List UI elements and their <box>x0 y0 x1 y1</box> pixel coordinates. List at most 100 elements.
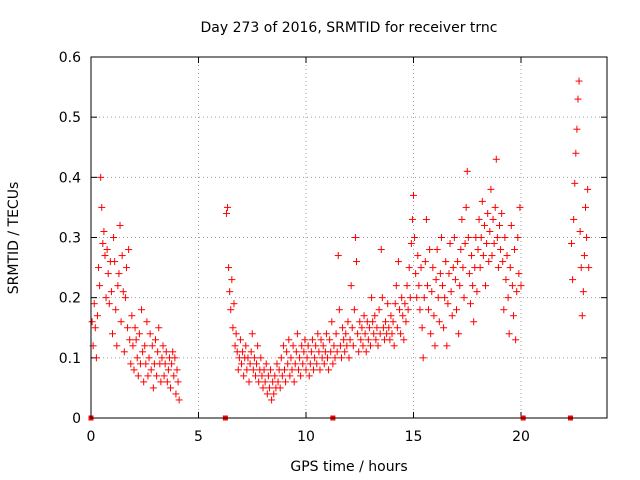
data-point <box>308 336 316 344</box>
data-point <box>337 354 345 362</box>
data-point <box>459 264 467 272</box>
data-point <box>248 330 256 338</box>
data-point <box>169 348 177 356</box>
data-point <box>500 306 508 314</box>
data-point <box>376 330 384 338</box>
data-point <box>236 336 244 344</box>
data-point <box>292 348 300 356</box>
data-point <box>468 252 476 260</box>
data-point <box>427 330 435 338</box>
data-point <box>148 342 156 350</box>
data-point <box>164 366 172 374</box>
data-point <box>394 258 402 266</box>
data-point <box>571 179 579 187</box>
data-point <box>585 264 593 272</box>
data-point <box>229 324 237 332</box>
data-point <box>175 396 183 404</box>
data-point <box>497 246 505 254</box>
data-point <box>449 264 457 272</box>
data-point <box>572 149 580 157</box>
data-point <box>174 378 182 386</box>
data-point <box>138 306 146 314</box>
data-point <box>293 330 301 338</box>
data-point <box>372 336 380 344</box>
data-point <box>99 240 107 248</box>
data-point <box>232 330 240 338</box>
data-point <box>227 306 235 314</box>
data-point <box>317 336 325 344</box>
data-point <box>508 282 516 290</box>
data-point <box>107 288 115 296</box>
data-point <box>411 234 419 241</box>
data-point <box>488 252 496 260</box>
data-point <box>469 282 477 290</box>
data-point <box>418 324 426 332</box>
data-point <box>301 336 309 344</box>
data-point <box>284 360 292 368</box>
data-point <box>320 360 328 368</box>
data-point <box>401 300 409 308</box>
data-point <box>278 372 286 380</box>
axis-ticks: 0 5 10 15 20 0 0.1 0.2 0.3 0.4 0.5 0.6 <box>59 50 607 445</box>
data-point <box>477 234 485 241</box>
data-point <box>417 264 425 272</box>
data-point <box>440 324 448 332</box>
data-point <box>504 294 512 302</box>
data-point <box>512 336 520 344</box>
data-point <box>419 354 427 362</box>
data-point <box>341 348 349 356</box>
data-point <box>113 342 121 350</box>
data-point <box>463 167 471 175</box>
data-point <box>377 246 385 254</box>
data-point <box>88 318 96 326</box>
data-point <box>584 185 592 193</box>
data-point <box>342 330 350 338</box>
data-point <box>319 342 327 350</box>
data-point <box>369 318 377 326</box>
data-point <box>90 300 98 308</box>
data-point <box>306 360 314 368</box>
data-point <box>448 312 456 320</box>
data-point <box>120 348 128 356</box>
data-point <box>413 294 421 302</box>
data-point <box>343 342 351 350</box>
data-point <box>244 354 252 362</box>
data-point <box>146 330 154 338</box>
data-point <box>92 354 100 362</box>
data-point <box>414 252 422 260</box>
data-point <box>462 203 470 211</box>
data-point <box>425 306 433 314</box>
data-point <box>569 276 577 284</box>
data-point <box>143 318 151 326</box>
data-point <box>96 282 104 290</box>
data-point <box>254 342 262 350</box>
data-point <box>228 276 236 284</box>
data-point <box>258 372 266 380</box>
data-point <box>454 258 462 266</box>
data-point <box>104 270 112 278</box>
data-point <box>264 372 272 380</box>
data-point <box>507 221 515 229</box>
data-point <box>368 294 376 302</box>
data-point <box>435 318 443 326</box>
data-point <box>132 336 140 344</box>
data-point <box>159 342 167 350</box>
data-point <box>421 258 429 266</box>
data-point <box>324 354 331 362</box>
data-point <box>222 209 230 217</box>
data-point <box>436 270 444 278</box>
data-point <box>131 324 139 332</box>
data-point <box>316 366 324 374</box>
data-point <box>355 348 363 356</box>
data-point <box>315 348 323 356</box>
data-point <box>314 330 322 338</box>
data-point <box>415 282 423 290</box>
data-point <box>298 342 306 350</box>
data-point <box>261 378 269 386</box>
x-axis-label: GPS time / hours <box>290 459 407 475</box>
data-point <box>260 366 268 374</box>
data-point <box>253 360 261 368</box>
y-axis-label: SRMTID / TECUs <box>6 182 22 295</box>
data-point <box>226 288 234 296</box>
data-point <box>160 372 168 380</box>
